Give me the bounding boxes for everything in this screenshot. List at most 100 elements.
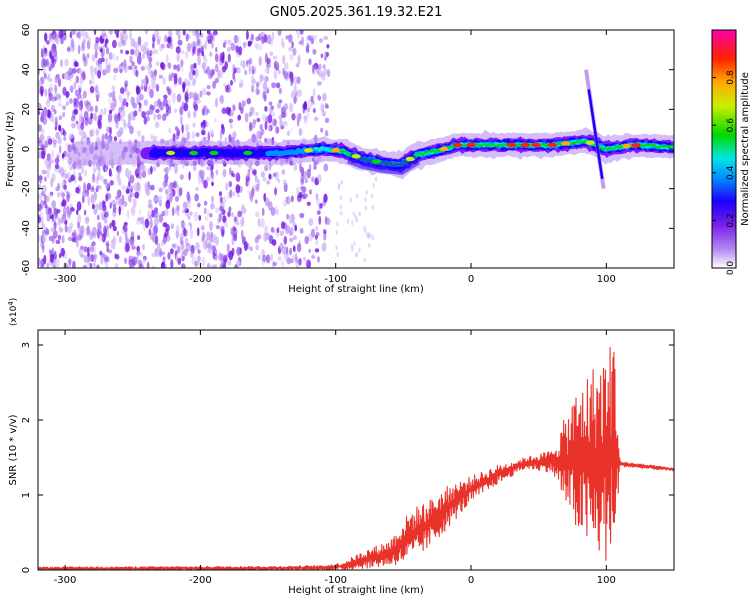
noise-blob bbox=[271, 82, 277, 89]
noise-blob bbox=[63, 251, 68, 260]
noise-blob bbox=[60, 201, 65, 207]
noise-blob bbox=[192, 30, 197, 37]
noise-blob bbox=[185, 212, 189, 217]
noise-blob bbox=[94, 50, 98, 59]
noise-blob bbox=[81, 30, 85, 38]
noise-blob bbox=[65, 91, 70, 98]
noise-blob bbox=[304, 193, 309, 198]
noise-blob bbox=[67, 236, 73, 242]
noise-blob bbox=[136, 130, 142, 137]
noise-blob bbox=[138, 183, 142, 194]
noise-blob bbox=[215, 169, 219, 176]
noise-blob bbox=[82, 52, 86, 62]
noise-blob bbox=[324, 102, 328, 109]
noise-blob bbox=[244, 69, 248, 76]
noise-blob bbox=[153, 194, 159, 204]
noise-blob bbox=[235, 45, 239, 53]
noise-blob bbox=[284, 62, 289, 70]
noise-blob bbox=[350, 244, 353, 250]
noise-blob bbox=[196, 255, 201, 262]
noise-blob bbox=[235, 67, 241, 74]
noise-blob bbox=[196, 38, 201, 46]
noise-blob bbox=[70, 38, 75, 48]
noise-blob bbox=[87, 196, 91, 206]
noise-blob bbox=[372, 182, 375, 188]
noise-blob bbox=[58, 115, 62, 121]
noise-blob bbox=[187, 204, 192, 209]
noise-blob bbox=[154, 30, 160, 39]
noise-blob bbox=[176, 128, 181, 137]
noise-blob bbox=[112, 39, 117, 49]
noise-blob bbox=[324, 117, 330, 124]
noise-blob bbox=[219, 95, 225, 105]
noise-blob bbox=[297, 54, 301, 65]
noise-blob bbox=[305, 35, 309, 45]
noise-blob bbox=[60, 247, 66, 257]
noise-blob bbox=[174, 196, 179, 202]
noise-blob bbox=[351, 220, 354, 226]
signal-hotspot bbox=[371, 159, 381, 164]
noise-blob bbox=[189, 211, 193, 216]
noise-blob bbox=[130, 48, 135, 56]
noise-blob bbox=[140, 66, 145, 71]
noise-blob bbox=[241, 229, 244, 239]
noise-blob bbox=[108, 249, 112, 254]
noise-blob bbox=[109, 30, 112, 36]
noise-blob bbox=[251, 65, 255, 76]
noise-blob bbox=[237, 114, 241, 121]
noise-blob bbox=[87, 246, 90, 257]
noise-blob bbox=[253, 119, 257, 125]
noise-blob bbox=[104, 182, 109, 190]
noise-blob bbox=[192, 70, 196, 76]
noise-blob bbox=[262, 177, 267, 182]
noise-blob bbox=[179, 106, 184, 115]
noise-blob bbox=[139, 251, 143, 257]
noise-blob bbox=[144, 218, 150, 229]
noise-blob bbox=[92, 203, 95, 210]
noise-blob bbox=[299, 212, 305, 219]
noise-blob bbox=[323, 193, 328, 203]
noise-blob bbox=[46, 262, 50, 268]
snr-x-label: Height of straight line (km) bbox=[288, 585, 424, 596]
noise-blob bbox=[295, 259, 300, 268]
noise-blob bbox=[79, 115, 84, 124]
noise-blob bbox=[201, 108, 206, 116]
noise-blob bbox=[89, 85, 95, 94]
noise-blob bbox=[77, 234, 83, 241]
noise-blob bbox=[199, 90, 203, 98]
noise-blob bbox=[179, 106, 184, 116]
noise-blob bbox=[141, 78, 145, 85]
noise-blob bbox=[99, 175, 104, 182]
noise-blob bbox=[162, 222, 168, 228]
noise-blob bbox=[201, 129, 206, 136]
noise-blob bbox=[148, 56, 153, 63]
noise-blob bbox=[310, 34, 314, 40]
noise-blob bbox=[178, 77, 182, 86]
noise-blob bbox=[47, 73, 51, 79]
noise-blob bbox=[38, 203, 42, 212]
noise-blob bbox=[163, 167, 168, 173]
noise-blob bbox=[189, 251, 194, 258]
noise-blob bbox=[219, 52, 223, 62]
signal-hotspot bbox=[622, 143, 632, 149]
noise-blob bbox=[52, 143, 57, 148]
colorbar-label: Normalized spectral amplitude bbox=[740, 72, 750, 226]
noise-blob bbox=[198, 175, 201, 185]
noise-blob bbox=[245, 176, 250, 182]
noise-blob bbox=[228, 118, 234, 124]
noise-blob bbox=[178, 34, 181, 40]
noise-blob bbox=[115, 119, 119, 129]
noise-blob bbox=[58, 227, 64, 233]
noise-blob bbox=[180, 59, 184, 68]
noise-blob bbox=[93, 66, 98, 75]
noise-blob bbox=[367, 232, 370, 238]
noise-blob bbox=[289, 102, 294, 113]
noise-blob bbox=[104, 212, 109, 219]
noise-blob bbox=[135, 69, 139, 78]
noise-blob bbox=[77, 121, 81, 131]
noise-blob bbox=[90, 254, 95, 262]
noise-blob bbox=[68, 133, 74, 140]
noise-blob bbox=[120, 61, 125, 67]
noise-blob bbox=[137, 36, 142, 46]
